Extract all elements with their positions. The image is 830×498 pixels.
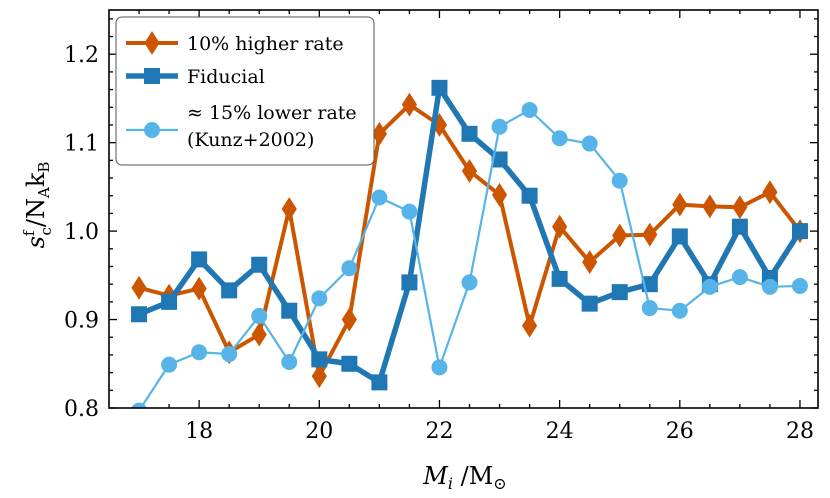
data-point-higher-rate [191, 276, 207, 301]
data-point-higher-rate [522, 313, 538, 338]
x-axis-label: Mi /M⊙ [422, 462, 506, 493]
x-tick-label: 26 [666, 419, 694, 444]
data-point-lower-rate [761, 278, 778, 295]
data-point-higher-rate [762, 180, 778, 205]
legend-marker-fiducial [144, 68, 160, 84]
data-point-fiducial [221, 282, 238, 299]
x-tick-label: 22 [425, 419, 453, 444]
data-point-higher-rate [552, 214, 568, 239]
data-point-higher-rate [672, 192, 688, 217]
data-point-higher-rate [461, 159, 478, 183]
legend-box [115, 16, 375, 166]
data-point-lower-rate [161, 356, 178, 373]
data-point-fiducial [791, 223, 808, 240]
data-point-lower-rate [611, 172, 628, 189]
data-point-lower-rate [371, 189, 388, 206]
x-tick-label: 20 [305, 419, 333, 444]
data-point-fiducial [461, 125, 478, 142]
data-point-higher-rate [131, 275, 147, 300]
data-point-higher-rate [702, 194, 718, 219]
data-point-higher-rate [732, 195, 748, 220]
series-layer [131, 79, 808, 408]
data-point-fiducial [131, 306, 148, 323]
data-point-lower-rate [281, 354, 298, 371]
data-point-higher-rate [582, 250, 598, 274]
data-point-higher-rate [642, 222, 658, 247]
series-lower-rate [131, 101, 808, 408]
data-point-lower-rate [251, 308, 268, 325]
data-point-lower-rate [521, 101, 538, 118]
data-point-fiducial [161, 293, 178, 310]
data-point-lower-rate [311, 290, 328, 307]
data-point-fiducial [191, 251, 208, 268]
data-point-lower-rate [401, 203, 418, 220]
y-axis-label: sfc/NAkB [20, 162, 55, 249]
data-point-lower-rate [791, 277, 808, 294]
data-point-higher-rate [311, 364, 327, 389]
x-tick-label: 24 [546, 419, 574, 444]
data-point-lower-rate [431, 359, 448, 376]
data-point-fiducial [551, 270, 568, 287]
y-tick-label: 1.0 [64, 220, 99, 245]
data-point-fiducial [491, 151, 508, 168]
data-point-higher-rate [341, 307, 357, 332]
legend-marker-higher-rate [144, 31, 160, 55]
legend-label-higher: 10% higher rate [187, 33, 344, 55]
y-tick-label: 0.8 [64, 397, 99, 422]
data-point-higher-rate [371, 121, 387, 146]
data-point-fiducial [341, 355, 358, 372]
data-point-fiducial [671, 228, 688, 245]
data-point-lower-rate [131, 402, 147, 408]
data-point-higher-rate [251, 322, 267, 347]
data-point-fiducial [431, 79, 448, 96]
data-point-lower-rate [491, 118, 508, 135]
y-tick-label: 0.9 [64, 309, 99, 334]
data-point-lower-rate [581, 135, 598, 152]
legend-marker-lower-rate [144, 122, 160, 138]
data-point-fiducial [251, 256, 268, 273]
y-tick-label: 1.2 [64, 43, 99, 68]
data-point-fiducial [311, 351, 328, 368]
data-point-lower-rate [701, 278, 718, 295]
y-tick-label: 1.1 [64, 132, 99, 157]
data-point-fiducial [581, 295, 598, 312]
legend-label-fiducial: Fiducial [187, 66, 265, 88]
legend-label-lower: ≈ 15% lower rate [187, 102, 357, 124]
data-point-higher-rate [491, 182, 508, 207]
data-point-higher-rate [401, 92, 418, 117]
data-point-higher-rate [612, 223, 628, 248]
data-point-lower-rate [191, 344, 208, 361]
series-higher-rate [131, 92, 808, 389]
data-point-lower-rate [551, 130, 568, 147]
legend: 10% higher rate Fiducial ≈ 15% lower rat… [115, 16, 375, 166]
data-point-fiducial [521, 187, 538, 204]
data-point-lower-rate [461, 274, 478, 291]
data-point-lower-rate [221, 346, 238, 363]
x-tick-label: 18 [185, 419, 213, 444]
data-point-fiducial [731, 218, 748, 235]
data-point-lower-rate [641, 300, 658, 317]
data-point-fiducial [371, 374, 388, 391]
data-point-fiducial [611, 284, 628, 301]
data-point-lower-rate [671, 302, 688, 319]
data-point-lower-rate [731, 269, 748, 286]
data-point-lower-rate [341, 260, 358, 277]
legend-label-lower-ref: (Kunz+2002) [187, 129, 314, 151]
data-point-higher-rate [281, 197, 297, 221]
data-point-fiducial [401, 274, 418, 291]
data-point-fiducial [281, 302, 298, 319]
plot-frame [108, 9, 819, 409]
x-tick-label: 28 [786, 419, 814, 444]
tick-labels: 18 20 22 24 26 28 0.8 0.9 1.0 1.1 1.2 [64, 43, 814, 444]
